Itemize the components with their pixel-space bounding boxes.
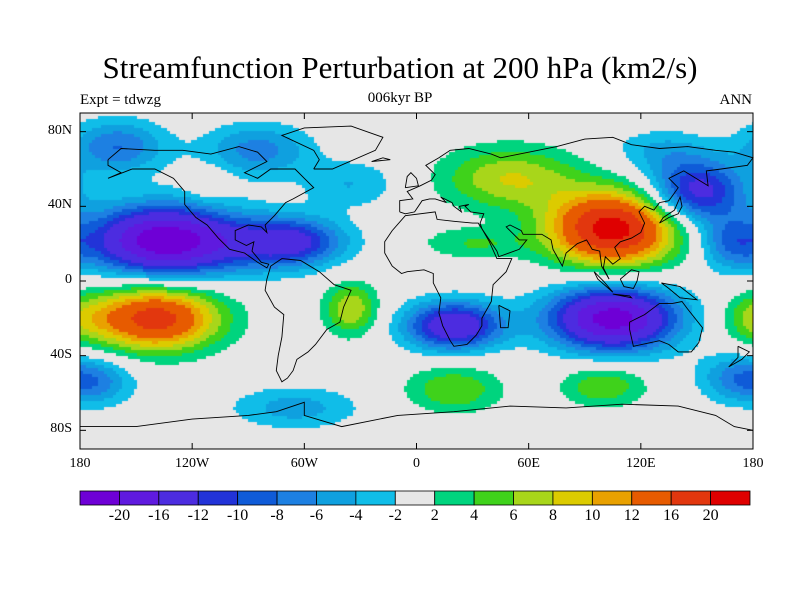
colorbar-label: 20: [702, 507, 719, 524]
coastline: [399, 136, 754, 280]
colorbar-label: 2: [430, 507, 439, 524]
coastline: [404, 172, 419, 189]
colorbar-label: 16: [663, 507, 680, 524]
coastline: [593, 271, 614, 293]
colorbar: [79, 490, 751, 506]
colorbar-swatch: [473, 490, 514, 506]
colorbar-label: -10: [226, 507, 249, 524]
coastline: [619, 269, 640, 290]
colorbar-swatch: [591, 490, 633, 506]
colorbar-swatch: [434, 490, 475, 506]
lat-tick-label: 40S: [50, 346, 72, 362]
colorbar-swatch: [552, 490, 593, 506]
coastline: [629, 301, 703, 353]
coastline: [612, 293, 633, 299]
lon-tick-label: 180: [742, 456, 764, 471]
colorbar-label: -6: [309, 507, 324, 524]
colorbar-swatch: [670, 490, 711, 506]
period-label: 006kyr BP: [367, 90, 433, 106]
colorbar-swatch: [158, 490, 199, 506]
coastline: [659, 195, 683, 224]
lon-tick-label: 60W: [290, 456, 318, 471]
coastlines: [80, 125, 754, 431]
map-frame: [79, 112, 754, 450]
lon-tick-label: 0: [413, 456, 420, 471]
colorbar-swatch: [394, 490, 436, 506]
lat-tick-label: 80S: [50, 421, 72, 437]
coastline: [107, 146, 315, 269]
colorbar-swatch: [237, 490, 278, 506]
colorbar-label: 6: [509, 507, 518, 524]
lat-tick-label: 80N: [47, 122, 72, 138]
colorbar-label: -8: [270, 507, 284, 524]
coastline: [728, 345, 751, 368]
colorbar-label: 4: [470, 507, 479, 524]
colorbar-label: -12: [187, 507, 209, 524]
colorbar-swatch: [276, 490, 317, 506]
colorbar-label: 10: [584, 507, 601, 524]
coastline: [280, 125, 384, 170]
colorbar-label: -16: [148, 507, 170, 524]
streamfunction-field: [80, 113, 753, 449]
coastline: [80, 401, 754, 431]
colorbar-swatch: [355, 490, 396, 506]
colorbar-swatch: [316, 490, 357, 506]
coastline: [498, 304, 511, 329]
colorbar-swatch: [119, 490, 160, 506]
coastline: [371, 157, 391, 162]
colorbar-label: 8: [548, 507, 557, 524]
lon-tick-label: 120W: [175, 456, 210, 471]
experiment-label: Expt = tdwzg: [80, 92, 161, 108]
colorbar-swatch: [513, 490, 554, 506]
colorbar-label: 12: [623, 507, 640, 524]
colorbar-label: -2: [388, 507, 402, 524]
season-label: ANN: [719, 92, 753, 108]
colorbar-swatch: [197, 490, 239, 506]
colorbar-swatch: [710, 490, 751, 506]
colorbar-swatch: [631, 490, 672, 506]
coastline: [264, 258, 352, 383]
colorbar-label: -4: [349, 507, 363, 524]
axis-ticks: [79, 113, 754, 449]
lon-tick-label: 180: [69, 456, 91, 471]
lat-tick-label: 0: [65, 272, 72, 287]
coastline: [661, 282, 699, 301]
lon-tick-label: 60E: [517, 456, 540, 471]
lon-tick-label: 120E: [626, 456, 656, 471]
colorbar-label: -20: [108, 507, 131, 524]
colorbar-swatch: [79, 490, 120, 506]
lat-tick-label: 40N: [47, 197, 72, 213]
figure-title: Streamfunction Perturbation at 200 hPa (…: [102, 50, 698, 85]
coastline: [384, 211, 513, 347]
